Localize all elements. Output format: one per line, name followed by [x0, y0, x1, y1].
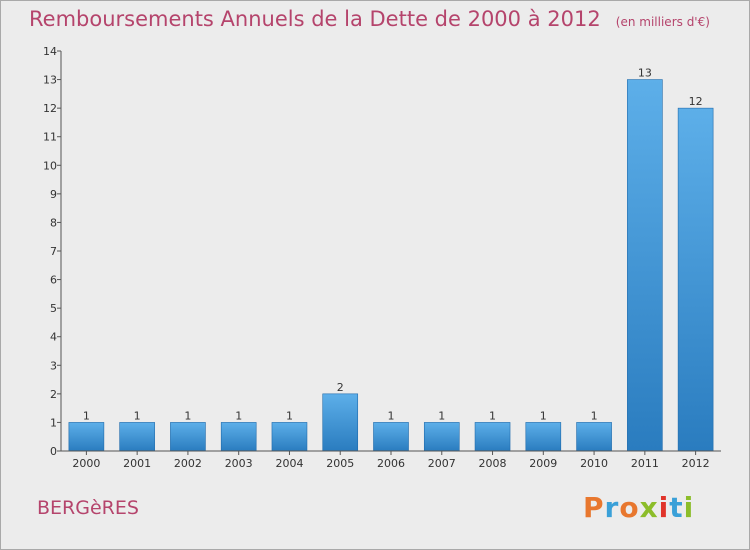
chart-title-text: Remboursements Annuels de la Dette de 20…	[29, 7, 601, 31]
y-tick-label: 0	[50, 445, 57, 458]
x-tick-label: 2006	[377, 457, 405, 470]
bar	[119, 422, 155, 452]
x-tick-label: 2008	[479, 457, 507, 470]
commune-name: BERGèRES	[37, 497, 139, 519]
y-tick-label: 3	[50, 359, 57, 372]
logo-letter: r	[604, 491, 620, 524]
logo-letter: o	[619, 491, 640, 524]
y-tick-label: 11	[43, 131, 57, 144]
bar	[627, 79, 663, 452]
logo-letter: i	[658, 491, 670, 524]
y-tick-label: 14	[43, 45, 57, 58]
data-label: 1	[388, 409, 395, 422]
logo-letter: x	[639, 491, 659, 524]
data-label: 1	[134, 409, 141, 422]
bar	[474, 422, 511, 452]
x-tick-label: 2012	[682, 457, 710, 470]
proxiti-logo: Proxiti	[583, 491, 694, 524]
data-label: 1	[591, 409, 598, 422]
y-tick-label: 13	[43, 74, 57, 87]
bar	[423, 422, 460, 452]
y-tick-label: 4	[50, 331, 57, 344]
y-tick-label: 6	[50, 274, 57, 287]
chart-title: Remboursements Annuels de la Dette de 20…	[29, 7, 710, 31]
y-tick-label: 12	[43, 102, 57, 115]
data-label: 2	[337, 381, 344, 394]
chart-unit: (en milliers d'€)	[615, 15, 710, 29]
bar	[271, 422, 308, 452]
bar	[170, 422, 206, 452]
logo-letter: t	[669, 491, 684, 524]
logo-letter: i	[683, 491, 695, 524]
bar	[373, 422, 409, 452]
data-label: 12	[689, 95, 703, 108]
data-label: 1	[83, 409, 90, 422]
data-label: 1	[540, 409, 547, 422]
plot-area	[61, 51, 721, 451]
data-label: 1	[489, 409, 496, 422]
x-tick-label: 2010	[580, 457, 608, 470]
x-tick-label: 2005	[326, 457, 354, 470]
data-label: 1	[286, 409, 293, 422]
x-tick-label: 2011	[631, 457, 659, 470]
y-tick-label: 8	[50, 216, 57, 229]
data-label: 13	[638, 67, 652, 80]
data-label: 1	[235, 409, 242, 422]
x-tick-label: 2009	[529, 457, 557, 470]
bar	[677, 107, 714, 452]
y-tick-label: 9	[50, 188, 57, 201]
y-tick-label: 10	[43, 159, 57, 172]
logo-letter: P	[583, 491, 605, 524]
x-tick-label: 2007	[428, 457, 456, 470]
x-tick-label: 2001	[123, 457, 151, 470]
bar	[68, 422, 105, 452]
bar	[322, 393, 359, 452]
bar	[576, 422, 612, 452]
x-tick-label: 2004	[275, 457, 303, 470]
y-tick-label: 7	[50, 245, 57, 258]
y-tick-label: 2	[50, 388, 57, 401]
bar	[220, 422, 257, 452]
y-tick-label: 5	[50, 302, 57, 315]
data-label: 1	[438, 409, 445, 422]
data-label: 1	[184, 409, 191, 422]
bar	[525, 422, 562, 452]
x-tick-label: 2003	[225, 457, 253, 470]
y-tick-label: 1	[50, 416, 57, 429]
x-tick-label: 2002	[174, 457, 202, 470]
x-tick-label: 2000	[72, 457, 100, 470]
